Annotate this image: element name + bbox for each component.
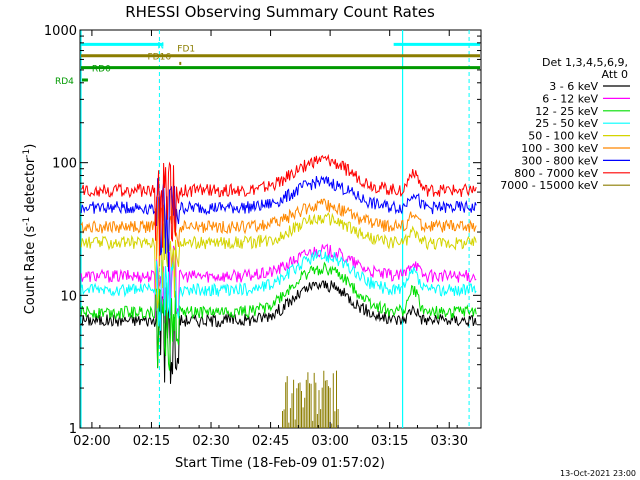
- y-axis-label-sup2: -1: [22, 149, 32, 158]
- y-axis: 1 10 100 1000: [44, 24, 481, 437]
- legend-label-5: 100 - 300 keV: [521, 142, 598, 155]
- x-axis: 02:00 02:15 02:30 02:45 03:00 03:15 03:30: [73, 30, 468, 449]
- x-tick-label-3: 02:45: [252, 434, 289, 449]
- series-line-3: [80, 249, 477, 331]
- plot-frame: [79, 29, 482, 429]
- x-tick-label-5: 03:15: [371, 434, 408, 449]
- x-tick-label-6: 03:30: [431, 434, 468, 449]
- flag-label-2: FD16: [147, 52, 171, 62]
- flag-bars: N FD1 FD16 RD0 RD4: [55, 41, 480, 87]
- legend-label-7: 800 - 7000 keV: [514, 167, 598, 180]
- flag-label-0: N: [157, 41, 164, 51]
- x-tick-label-4: 03:00: [311, 434, 348, 449]
- series-line-0: [80, 280, 477, 384]
- generation-timestamp: 13-Oct-2021 23:00: [560, 469, 636, 478]
- x-axis-label: Start Time (18-Feb-09 01:57:02): [175, 456, 385, 471]
- x-tick-label-1: 02:15: [133, 434, 170, 449]
- flag-label-1: FD1: [177, 45, 195, 55]
- legend-header-1: Att 0: [602, 68, 628, 81]
- series-line-1: [80, 243, 477, 324]
- legend-label-1: 6 - 12 keV: [542, 92, 598, 105]
- series-line-6: [80, 175, 477, 272]
- flag-label-3: RD0: [92, 65, 111, 75]
- x-tick-label-2: 02:30: [192, 434, 229, 449]
- y-axis-label: Count Rate (s-1 detector-1): [22, 144, 38, 315]
- y-tick-label-3: 1000: [44, 24, 77, 39]
- series-line-4: [80, 212, 477, 309]
- x-tick-label-0: 02:00: [73, 434, 110, 449]
- y-tick-label-0: 1: [69, 422, 77, 437]
- legend-label-6: 300 - 800 keV: [521, 154, 598, 167]
- series-line-7: [80, 153, 477, 256]
- series-line-2: [80, 261, 477, 371]
- series-line-8: [282, 370, 339, 428]
- shading-lines: [80, 30, 470, 428]
- y-tick-label-1: 10: [60, 289, 77, 304]
- legend-label-2: 12 - 25 keV: [535, 105, 598, 118]
- y-axis-label-end: ): [23, 144, 38, 149]
- series-line-5: [80, 196, 477, 267]
- legend-header-0: Det 1,3,4,5,6,9,: [542, 56, 628, 69]
- series-group: [80, 153, 477, 428]
- flag-label-4: RD4: [55, 77, 74, 87]
- y-axis-label-sup1: -1: [22, 217, 32, 226]
- chart-title: RHESSI Observing Summary Count Rates: [125, 3, 435, 21]
- y-axis-label-mid: detector: [23, 157, 38, 217]
- legend-label-4: 50 - 100 keV: [528, 130, 598, 143]
- legend-label-8: 7000 - 15000 keV: [500, 179, 598, 192]
- y-tick-label-2: 100: [52, 157, 77, 172]
- y-axis-label-main: Count Rate (s: [23, 226, 38, 315]
- legend-label-3: 25 - 50 keV: [535, 117, 598, 130]
- legend-label-0: 3 - 6 keV: [549, 80, 598, 93]
